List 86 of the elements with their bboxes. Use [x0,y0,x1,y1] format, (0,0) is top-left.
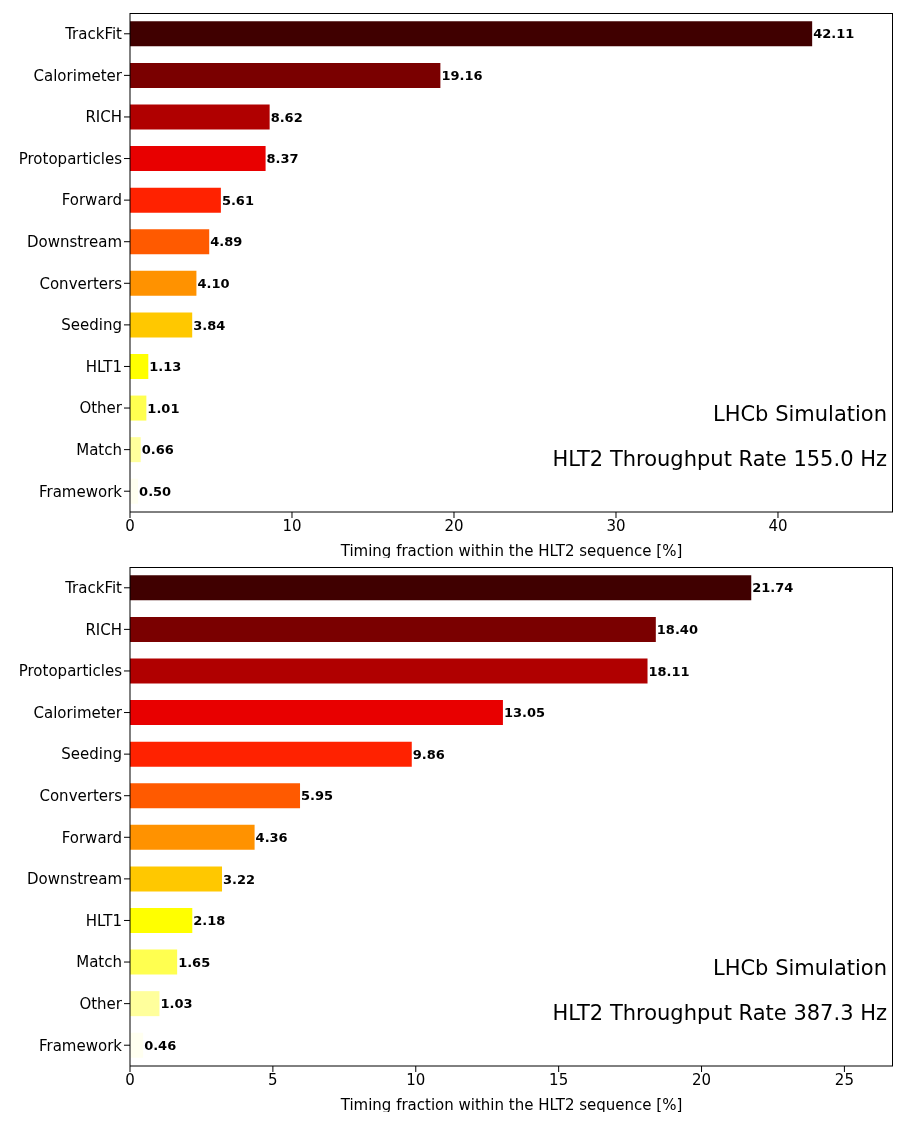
data-label: 2.18 [193,913,226,929]
data-label: 5.61 [221,192,254,208]
data-label: 1.13 [149,359,182,375]
bar [130,575,752,601]
bar [130,312,193,338]
y-tick-label: Seeding [61,745,122,764]
x-tick-label: 10 [406,1070,426,1089]
data-label: 0.46 [144,1037,177,1053]
x-tick-label: 0 [125,1070,135,1089]
data-label: 1.65 [178,954,211,970]
y-tick-label: HLT1 [85,357,122,376]
y-tick-label: Forward [61,828,122,847]
bar [130,907,193,933]
y-tick-label: HLT1 [85,911,122,930]
bar [130,824,255,850]
y-tick-label: Converters [39,274,123,293]
bar [130,658,648,684]
bar [130,783,301,809]
y-tick-label: Calorimeter [33,703,123,722]
y-tick-label: Converters [39,787,123,806]
y-tick-label: TrackFit [64,579,123,598]
bar [130,949,178,975]
y-tick-label: Other [79,994,123,1013]
data-label: 4.89 [210,234,243,250]
x-tick-label: 10 [282,516,302,535]
data-label: 13.05 [503,705,546,721]
bar [130,187,221,213]
y-tick-label: Framework [38,1036,123,1055]
data-label: 8.62 [270,109,303,125]
data-label: 18.11 [648,663,690,679]
bar [130,62,441,88]
data-label: 5.95 [301,788,334,804]
x-tick-label: 30 [606,516,626,535]
bar [130,866,223,892]
bar [130,229,210,255]
data-label: 1.01 [147,400,180,416]
data-label: 8.37 [266,151,299,167]
x-tick-label: 25 [834,1070,854,1089]
data-label: 1.03 [160,996,193,1012]
y-tick-label: Match [76,953,122,972]
x-tick-label: 5 [268,1070,278,1089]
y-tick-label: RICH [85,108,122,127]
bar [130,104,270,130]
y-tick-label: Downstream [26,233,122,252]
data-label: 42.11 [813,26,855,42]
x-tick-label: 0 [125,516,135,535]
y-tick-label: TrackFit [64,25,123,44]
y-tick-label: RICH [85,620,122,639]
data-label: 3.84 [193,317,226,333]
y-tick-label: Other [79,399,123,418]
annotation: LHCb Simulation [711,955,887,982]
y-tick-label: Forward [61,191,122,210]
bar [130,700,503,726]
data-label: 0.50 [139,483,172,499]
bar [130,1032,144,1058]
data-label: 21.74 [752,580,794,596]
bar [130,741,412,767]
annotation: HLT2 Throughput Rate 387.3 Hz [552,1000,887,1027]
y-tick-label: Calorimeter [33,66,123,85]
bar [130,395,147,421]
data-label: 19.16 [441,68,483,84]
data-label: 4.36 [255,829,288,845]
data-label: 3.22 [223,871,256,887]
data-label: 18.40 [656,622,698,638]
bar [130,437,141,463]
bar [130,616,656,642]
data-label: 9.86 [412,746,445,762]
bar [130,270,197,296]
data-label: 0.66 [141,442,174,458]
x-tick-label: 15 [549,1070,569,1089]
annotation: HLT2 Throughput Rate 155.0 Hz [552,446,887,473]
y-tick-label: Downstream [26,870,122,889]
y-tick-label: Match [76,440,122,459]
y-tick-label: Protoparticles [18,149,123,168]
bar [130,353,149,379]
annotation: LHCb Simulation [711,401,887,428]
x-tick-label: 20 [444,516,464,535]
x-tick-label: 20 [691,1070,712,1089]
y-tick-label: Framework [38,482,123,501]
bar [130,21,813,47]
y-tick-label: Protoparticles [18,662,123,681]
bar [130,991,160,1017]
bar [130,146,266,172]
data-label: 4.10 [197,275,230,291]
x-tick-label: 40 [768,516,788,535]
y-tick-label: Seeding [61,316,122,335]
